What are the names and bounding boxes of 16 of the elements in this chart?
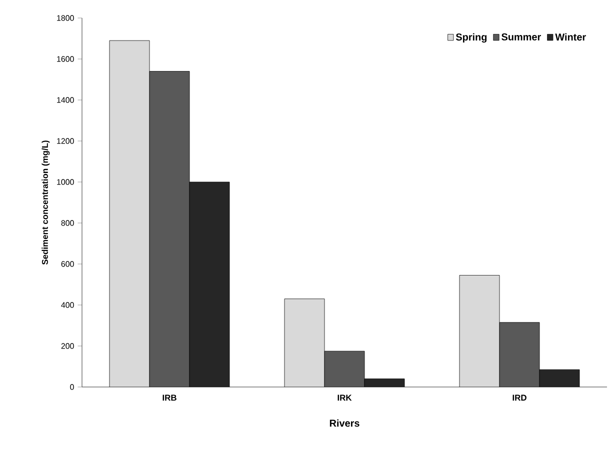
bar bbox=[110, 40, 150, 387]
legend-label: Spring bbox=[456, 33, 487, 43]
bar bbox=[539, 369, 580, 387]
legend-label: Winter bbox=[555, 33, 586, 41]
bar bbox=[190, 182, 230, 387]
legend-label: Summer bbox=[502, 33, 541, 40]
bar bbox=[324, 351, 365, 387]
bar bbox=[459, 275, 500, 387]
bar bbox=[499, 322, 540, 387]
bar bbox=[150, 71, 190, 387]
y-axis-title: Sediment concentration (mg/L) bbox=[42, 140, 50, 265]
x-tick-label: IRK bbox=[338, 394, 352, 401]
bar bbox=[284, 298, 325, 387]
x-tick-label: IRB bbox=[162, 394, 176, 401]
x-axis-title: Rivers bbox=[330, 419, 360, 427]
x-tick-label: IRD bbox=[512, 394, 526, 401]
